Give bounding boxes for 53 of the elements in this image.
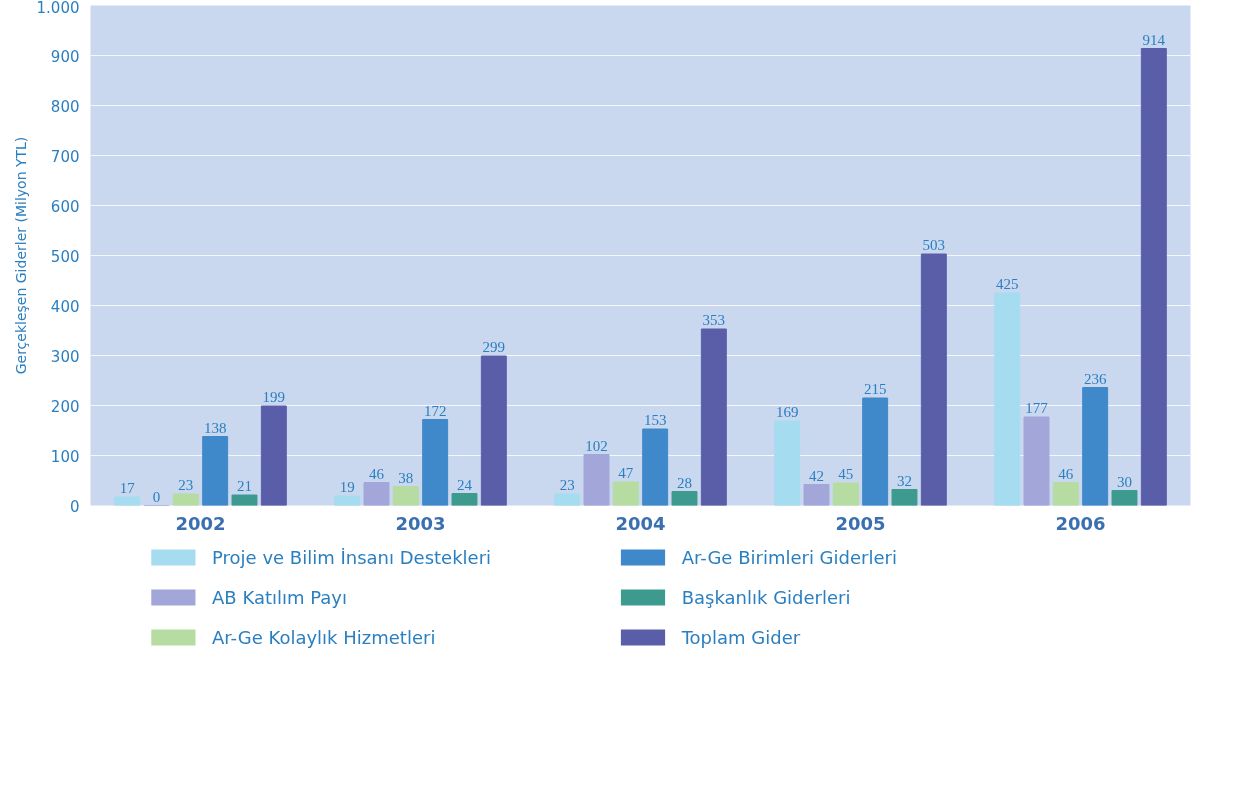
data-label: 138 bbox=[203, 419, 227, 436]
y-tick-label: 300 bbox=[50, 347, 80, 366]
data-label: 17 bbox=[119, 480, 136, 496]
data-label: 169 bbox=[775, 404, 799, 420]
data-label: 425 bbox=[995, 276, 1019, 292]
legend-label: Toplam Gider bbox=[680, 627, 801, 648]
data-label: 23 bbox=[559, 477, 575, 493]
data-label: 914 bbox=[1142, 31, 1166, 48]
data-label: 299 bbox=[482, 339, 506, 355]
data-label: 503 bbox=[922, 237, 946, 253]
data-label: 42 bbox=[809, 467, 824, 484]
data-label: 215 bbox=[863, 381, 887, 397]
data-label: 46 bbox=[1058, 465, 1074, 482]
data-label: 47 bbox=[618, 465, 634, 481]
y-tick-label: 200 bbox=[50, 397, 80, 416]
y-tick-label: 400 bbox=[50, 297, 80, 316]
legend-label: Ar-Ge Kolaylık Hizmetleri bbox=[212, 627, 436, 648]
data-label: 21 bbox=[237, 478, 252, 494]
data-label: 46 bbox=[369, 465, 385, 482]
data-label: 177 bbox=[1025, 400, 1049, 416]
data-label: 353 bbox=[702, 312, 726, 328]
data-label: 23 bbox=[178, 477, 194, 493]
data-label: 38 bbox=[398, 469, 414, 486]
x-tick-label: 2005 bbox=[835, 512, 886, 534]
y-tick-label: 500 bbox=[50, 247, 80, 266]
y-tick-label: 700 bbox=[50, 147, 80, 166]
y-tick-label: 800 bbox=[50, 97, 80, 116]
data-label: 24 bbox=[457, 476, 473, 493]
legend-label: Proje ve Bilim İnsanı Destekleri bbox=[212, 547, 492, 568]
data-label: 236 bbox=[1083, 370, 1107, 387]
data-label: 153 bbox=[643, 412, 667, 428]
data-label: 32 bbox=[897, 472, 912, 489]
y-tick-label: 600 bbox=[50, 197, 80, 216]
data-label: 28 bbox=[677, 474, 692, 491]
y-tick-label: 1.000 bbox=[36, 0, 80, 17]
data-label: 0 bbox=[152, 488, 161, 505]
legend-label: Başkanlık Giderleri bbox=[681, 587, 851, 608]
data-label: 102 bbox=[585, 437, 608, 454]
x-tick-label: 2003 bbox=[395, 512, 446, 534]
data-label: 172 bbox=[423, 402, 447, 419]
legend-label: Ar-Ge Birimleri Giderleri bbox=[681, 547, 897, 568]
data-label: 19 bbox=[339, 479, 355, 495]
x-tick-label: 2004 bbox=[615, 512, 666, 534]
y-axis-title: Gerçekleşen Giderler (Milyon YTL) bbox=[12, 136, 29, 375]
data-label: 30 bbox=[1117, 473, 1132, 490]
y-tick-label: 100 bbox=[50, 447, 80, 466]
y-tick-label: 900 bbox=[50, 47, 80, 66]
data-label: 199 bbox=[262, 389, 286, 405]
x-tick-label: 2002 bbox=[175, 512, 226, 534]
y-tick-label: 0 bbox=[69, 497, 80, 516]
x-tick-label: 2006 bbox=[1055, 512, 1106, 534]
data-label: 45 bbox=[838, 466, 854, 482]
legend-label: AB Katılım Payı bbox=[212, 587, 347, 608]
